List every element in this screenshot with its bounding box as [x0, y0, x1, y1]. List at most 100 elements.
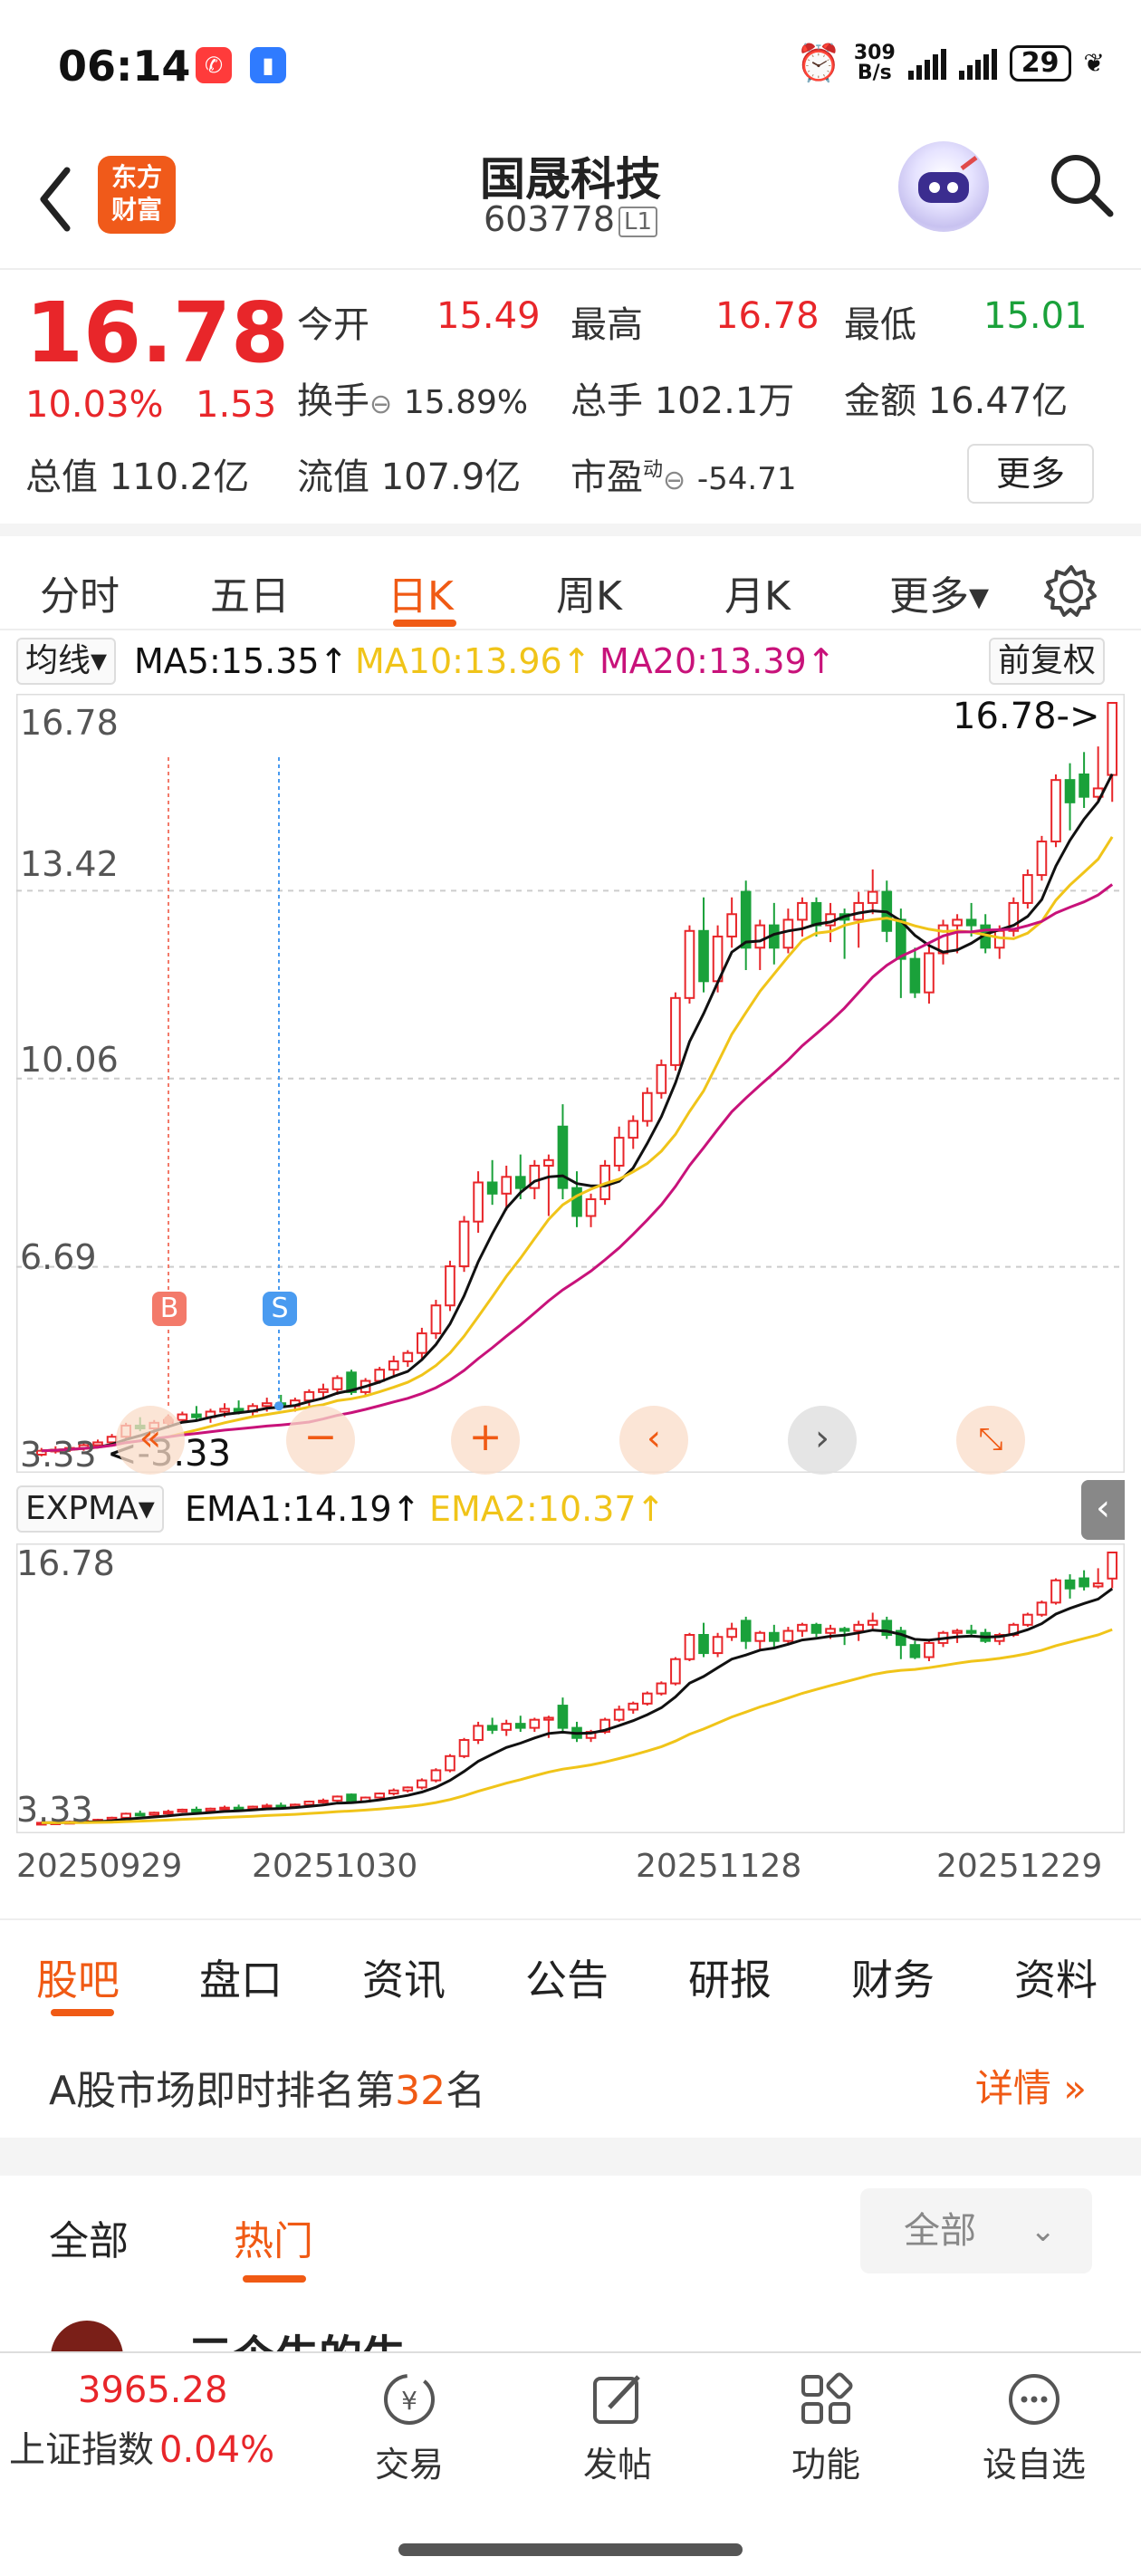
candle-45: [670, 992, 681, 1072]
candle-65: [952, 914, 963, 954]
edit-icon: [593, 2375, 640, 2424]
x-label-3: 20251128: [636, 1848, 802, 1885]
ema-chart[interactable]: 16.78 3.33: [15, 1543, 1126, 1834]
nav-trade[interactable]: ¥ 交易: [346, 2368, 473, 2486]
kline-chart[interactable]: 16.78 13.42 10.06 6.69 3.33 16.78-> <-3.…: [15, 693, 1126, 1475]
tab-daily-k[interactable]: 日K: [388, 573, 454, 620]
tab-financials[interactable]: 财务: [851, 1956, 935, 2004]
candle-6: [120, 1812, 131, 1819]
float-cap-field: 流值 107.9亿: [297, 457, 522, 498]
candle-62: [909, 1640, 921, 1659]
rank-details-link[interactable]: 详情 »: [974, 2066, 1087, 2110]
candle-51: [754, 1630, 766, 1649]
candle-55: [810, 1622, 822, 1638]
candle-body: [867, 890, 878, 904]
candle-body: [684, 929, 695, 999]
candle-body: [613, 1708, 625, 1721]
home-indicator[interactable]: [398, 2543, 743, 2556]
more-quote-button[interactable]: 更多: [967, 444, 1094, 504]
tab-weekly-k[interactable]: 周K: [556, 573, 622, 620]
candle-body: [374, 1793, 386, 1799]
candle-46: [684, 925, 695, 1004]
price-label-3: 10.06: [20, 1040, 119, 1080]
candle-body: [797, 901, 808, 921]
candle-body: [1050, 779, 1061, 843]
adjust-selector[interactable]: 前复权: [989, 638, 1106, 685]
buy-marker[interactable]: B: [152, 1292, 187, 1326]
scroll-left-button[interactable]: ‹: [619, 1406, 688, 1475]
collapse-panel-button[interactable]: ‹: [1081, 1480, 1125, 1540]
candle-body: [740, 890, 752, 949]
call-app-icon: ✆: [196, 47, 232, 83]
candle-31: [473, 1171, 484, 1234]
candle-body: [1022, 874, 1033, 904]
candle-76: [1107, 1552, 1118, 1589]
ema-selector[interactable]: EXPMA▾: [16, 1485, 164, 1533]
active-info-tab-underline: [51, 2009, 114, 2016]
sell-marker[interactable]: S: [263, 1292, 297, 1326]
change-percent: 10.03%: [25, 384, 164, 426]
candle-body: [924, 1641, 935, 1658]
nav-post[interactable]: 发帖: [554, 2368, 681, 2486]
ma-selector[interactable]: 均线▾: [16, 638, 117, 685]
feed-tab-hot[interactable]: 热门: [234, 2218, 313, 2264]
candle-53: [782, 1627, 794, 1643]
candle-43: [641, 1691, 653, 1706]
fullscreen-icon[interactable]: ⤡: [956, 1406, 1025, 1475]
zoom-out-button[interactable]: −: [286, 1406, 355, 1475]
tab-five-day[interactable]: 五日: [210, 573, 290, 620]
candle-14: [233, 1804, 244, 1811]
candle-45: [670, 1657, 681, 1686]
candle-body: [303, 1801, 315, 1806]
rank-banner[interactable]: A股市场即时排名第32名 详情 »: [0, 2027, 1141, 2138]
gear-icon[interactable]: [1043, 563, 1099, 620]
candle-body: [514, 1176, 526, 1189]
candle-75: [1092, 1568, 1104, 1589]
candle-body: [388, 1789, 399, 1795]
nav-functions[interactable]: 功能: [762, 2368, 889, 2486]
tab-news[interactable]: 资讯: [362, 1956, 446, 2004]
candle-28: [430, 1300, 442, 1340]
nav-watchlist[interactable]: 设自选: [971, 2368, 1098, 2486]
candle-33: [501, 1165, 513, 1211]
clock: 06:14: [58, 42, 191, 91]
tab-research[interactable]: 研报: [688, 1956, 772, 2004]
tab-forum[interactable]: 股吧: [36, 1956, 120, 2004]
candle-body: [698, 929, 709, 983]
tab-profile[interactable]: 资料: [1014, 1956, 1098, 2004]
index-ticker[interactable]: 上证指数 0.04%: [9, 2429, 275, 2471]
candle-body: [965, 1629, 977, 1634]
max-price-marker: 16.78->: [953, 696, 1100, 737]
candle-body: [698, 1634, 709, 1655]
scroll-start-button[interactable]: «: [116, 1406, 185, 1475]
tab-more-periods[interactable]: 更多▾: [889, 573, 990, 620]
tab-intraday[interactable]: 分时: [40, 573, 120, 620]
info-icon: ⊖: [369, 389, 393, 420]
candle-28: [430, 1768, 442, 1783]
search-icon[interactable]: [1045, 149, 1117, 221]
low-field: 最低: [844, 304, 916, 346]
battery-indicator: 29: [1009, 44, 1071, 82]
candle-body: [1107, 702, 1118, 776]
candle-63: [924, 942, 935, 1004]
candle-27: [417, 1327, 427, 1359]
candle-7: [134, 1811, 146, 1817]
tab-order-book[interactable]: 盘口: [199, 1956, 283, 2004]
candle-50: [740, 880, 752, 970]
back-icon[interactable]: [34, 163, 80, 235]
zoom-in-button[interactable]: +: [451, 1406, 520, 1475]
scroll-right-button[interactable]: ›: [788, 1406, 857, 1475]
candle-body: [839, 1628, 850, 1632]
assistant-avatar[interactable]: [898, 141, 989, 232]
candle-body: [417, 1779, 427, 1789]
info-icon: ⊖: [663, 465, 686, 496]
candle-63: [924, 1639, 935, 1661]
tab-monthly-k[interactable]: 月K: [724, 573, 791, 620]
open-value: 15.49: [436, 295, 541, 337]
feed-filter-dropdown[interactable]: 全部 ⌄: [860, 2188, 1092, 2273]
app-logo[interactable]: 东方 财富: [98, 156, 176, 234]
index-value[interactable]: 3965.28: [78, 2369, 228, 2411]
feed-tab-all[interactable]: 全部: [49, 2218, 129, 2264]
ema1-label: EMA1:14.19↑: [185, 1489, 421, 1529]
tab-announcements[interactable]: 公告: [525, 1956, 609, 2004]
